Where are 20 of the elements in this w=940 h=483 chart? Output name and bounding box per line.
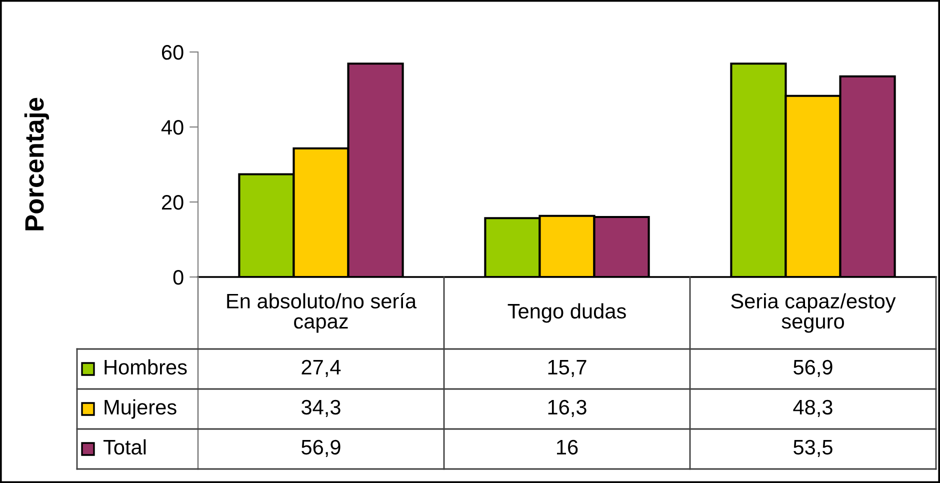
legend-label: Total — [103, 439, 146, 455]
x-tick-label: En absoluto/no sería capaz — [227, 292, 417, 333]
y-tick-label: 0 — [173, 270, 184, 285]
x-tick-label: Seria capaz/estoy seguro — [731, 293, 896, 333]
y-tick-label: 20 — [162, 195, 184, 210]
data-label: 56,9 — [794, 360, 832, 378]
data-label: 56,9 — [302, 440, 340, 458]
legend-label: Hombres — [104, 359, 187, 375]
data-label: 27,4 — [302, 360, 341, 378]
data-label: 16,3 — [548, 400, 586, 418]
data-label: 15,7 — [548, 360, 586, 378]
y-axis-title: Porcentaje — [24, 98, 49, 230]
data-label: 53,5 — [794, 440, 832, 458]
x-tick-label: Tengo dudas — [508, 303, 626, 323]
y-tick-label: 40 — [161, 120, 184, 135]
data-label: 16 — [557, 440, 578, 455]
y-tick-label: 60 — [162, 45, 184, 60]
legend-label: Mujeres — [104, 399, 176, 419]
data-label: 48,3 — [793, 400, 832, 418]
data-label: 34,3 — [302, 400, 340, 418]
